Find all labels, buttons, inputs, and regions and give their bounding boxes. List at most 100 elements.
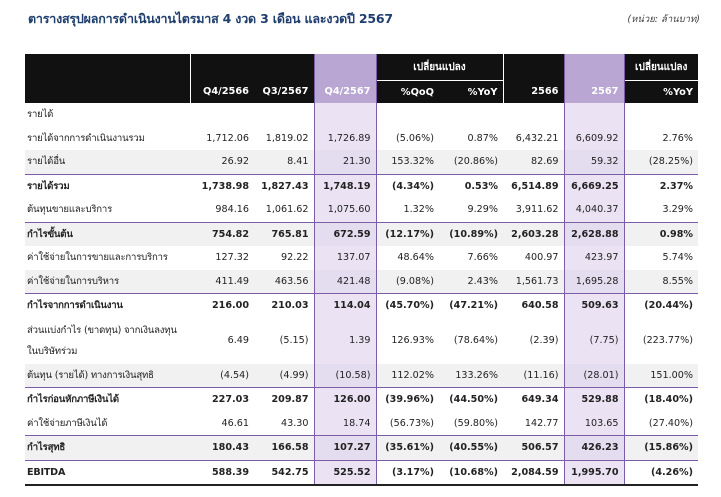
table-cell: 542.75 — [254, 459, 314, 486]
table-cell: (44.50%) — [439, 387, 503, 412]
table-cell: (9.08%) — [376, 269, 439, 294]
header-group-change-q: เปลี่ยนแปลง — [375, 54, 503, 81]
table-cell: (4.54) — [190, 363, 254, 388]
table-cell: 21.30 — [313, 150, 377, 174]
table-row: รายได้ — [25, 103, 698, 127]
table-cell: 1,695.28 — [563, 269, 625, 294]
table-cell — [190, 103, 254, 127]
col-header: %QoQ — [375, 80, 439, 103]
table-cell: 59.32 — [563, 150, 625, 174]
table-cell: 18.74 — [313, 411, 377, 436]
table-cell: 126.00 — [313, 387, 377, 412]
table-cell: (4.26%) — [624, 459, 698, 486]
table-cell — [376, 103, 439, 127]
table-cell: 107.27 — [313, 435, 377, 460]
row-label: กำไรขั้นต้น — [25, 221, 190, 246]
table-cell: (59.80%) — [453, 417, 498, 429]
table-cell: 6,609.92 — [563, 126, 625, 150]
table-cell: 6,514.89 — [503, 173, 564, 198]
table-cell: 509.63 — [563, 293, 625, 318]
row-label: ต้นทุน (รายได้) ทางการเงินสุทธิ — [25, 363, 190, 388]
table-cell: (78.64%) — [453, 335, 498, 346]
table-cell: 82.69 — [503, 150, 564, 174]
table-cell: 1,738.98 — [190, 173, 254, 198]
table-cell: 5.74% — [662, 252, 693, 264]
table-cell: (15.86%) — [624, 435, 698, 460]
table-cell: (12.17%) — [376, 221, 439, 246]
table-cell: 463.56 — [254, 269, 314, 294]
table-cell: 525.52 — [313, 459, 377, 486]
table-cell: 153.32% — [376, 150, 439, 174]
table-cell: 649.34 — [503, 387, 564, 412]
col-header: Q4/2566 — [189, 80, 254, 103]
table-cell: (47.21%) — [439, 293, 503, 318]
table-cell: 43.30 — [281, 417, 309, 429]
table-cell: (5.06%) — [396, 132, 434, 144]
table-cell: (28.01) — [563, 363, 625, 388]
table-row: EBITDA 588.39 542.75 525.52 (3.17%) (10.68%) 2… — [25, 459, 698, 486]
table-row: รายได้จากการดำเนินงานรวม 1,712.06 1,819.02… — [25, 126, 698, 150]
table-cell: 127.32 — [215, 252, 249, 264]
table-cell: 227.03 — [190, 387, 254, 412]
table-cell: 3,911.62 — [515, 204, 559, 216]
summary-table: เปลี่ยนแปลง เปลี่ยนแปลง Q4/2566 Q3/2567 … — [25, 54, 698, 486]
table-row: กำไรขั้นต้น 754.82 765.81 672.59 (12.17%) (10… — [25, 221, 698, 246]
table-cell: 0.98% — [624, 221, 698, 246]
table-cell: 6,669.25 — [563, 173, 625, 198]
table-row: ส่วนแบ่งกำไร (ขาดทุน) จากเงินลงทุนในบริษ… — [25, 317, 698, 364]
table-cell: 1,561.73 — [503, 269, 564, 294]
table-row: กำไรสุทธิ 180.43 166.58 107.27 (35.61%) (40.5… — [25, 435, 698, 460]
row-label: กำไรจากการดำเนินงาน — [25, 293, 190, 318]
table-cell: 984.16 — [215, 204, 249, 216]
header-row-group: เปลี่ยนแปลง เปลี่ยนแปลง — [25, 54, 698, 81]
col-header: Q3/2567 — [254, 80, 314, 103]
col-header: %YoY — [439, 80, 503, 103]
row-label: กำไรก่อนหักภาษีเงินได้ — [25, 387, 190, 412]
row-label: ค่าใช้จ่ายในการบริหาร — [25, 269, 190, 294]
table-cell: 0.87% — [467, 132, 498, 144]
table-cell: 112.02% — [376, 363, 439, 388]
table-row: ต้นทุนขายและบริการ 984.16 1,061.62 1,075.60… — [25, 198, 698, 222]
table-cell: 2.43% — [439, 269, 503, 294]
table-cell: 9.29% — [467, 204, 498, 216]
table-cell: 8.55% — [624, 269, 698, 294]
table-cell: (39.96%) — [376, 387, 439, 412]
table-cell: 1,748.19 — [313, 173, 377, 198]
row-label: รายได้จากการดำเนินงานรวม — [27, 132, 145, 144]
row-label: กำไรสุทธิ — [25, 435, 190, 460]
table-cell: 1.32% — [403, 204, 434, 216]
table-cell: 180.43 — [190, 435, 254, 460]
table-cell: 151.00% — [624, 363, 698, 388]
header-empty — [25, 54, 190, 81]
page-title: ตารางสรุปผลการดำเนินงานไตรมาส 4 งวด 3 เด… — [28, 11, 393, 26]
table-cell: 210.03 — [254, 293, 314, 318]
table-cell: (18.40%) — [624, 387, 698, 412]
table-cell: (4.34%) — [376, 173, 439, 198]
table-cell: (223.77%) — [642, 335, 693, 346]
table-cell: (10.58) — [313, 363, 377, 388]
table-cell: (27.40%) — [648, 417, 693, 429]
table-cell: (35.61%) — [376, 435, 439, 460]
table-cell: (10.89%) — [439, 221, 503, 246]
table-cell: 400.97 — [524, 252, 559, 264]
table-cell — [503, 103, 564, 127]
table-cell: 1,712.06 — [206, 132, 249, 144]
table-row: ค่าใช้จ่ายในการบริหาร 411.49 463.56 421.48(… — [25, 269, 698, 294]
table-cell: 426.23 — [563, 435, 625, 460]
table-cell: 1.39 — [313, 317, 377, 364]
table-cell: (11.16) — [503, 363, 564, 388]
table-cell: 1,819.02 — [265, 132, 309, 144]
unit-note: (หน่วย: ล้านบาท) — [627, 14, 700, 25]
table-cell: 765.81 — [254, 221, 314, 246]
row-label: รายได้ — [27, 109, 54, 121]
table-row: รายได้อื่น 26.92 8.41 21.30 153.32% (20.86%) 8… — [25, 150, 698, 174]
col-header: Q4/2567 — [313, 80, 377, 103]
table-cell: 46.61 — [221, 417, 249, 429]
table-cell — [563, 103, 625, 127]
table-cell: (20.44%) — [624, 293, 698, 318]
table-cell: 209.87 — [254, 387, 314, 412]
table-cell: (56.73%) — [389, 417, 434, 429]
table-cell — [624, 103, 698, 127]
table-cell: (4.99) — [254, 363, 314, 388]
row-label: ต้นทุนขายและบริการ — [27, 204, 113, 216]
